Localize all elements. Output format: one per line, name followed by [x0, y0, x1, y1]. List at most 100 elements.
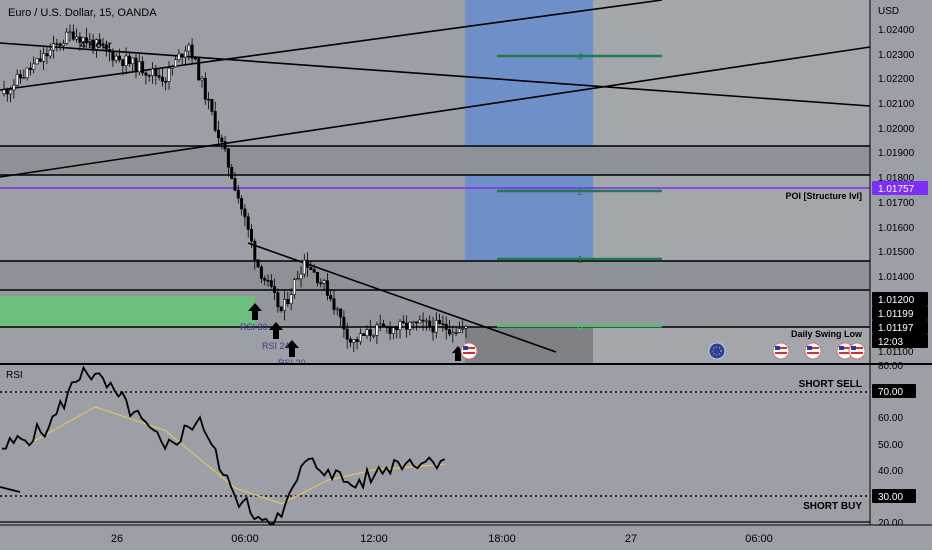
- candle[interactable]: [65, 28, 69, 46]
- candle[interactable]: [319, 278, 323, 288]
- candle[interactable]: [233, 171, 237, 192]
- time-axis[interactable]: [0, 525, 932, 550]
- candle[interactable]: [302, 253, 306, 278]
- candle[interactable]: [411, 321, 415, 330]
- candle[interactable]: [378, 314, 382, 332]
- candle[interactable]: [101, 38, 105, 51]
- candle[interactable]: [414, 321, 418, 331]
- candle[interactable]: [217, 121, 221, 147]
- candle[interactable]: [35, 58, 39, 65]
- candle[interactable]: [147, 74, 151, 82]
- candle[interactable]: [170, 64, 174, 76]
- candle[interactable]: [154, 64, 158, 85]
- candle[interactable]: [395, 325, 399, 339]
- candle[interactable]: [315, 272, 319, 287]
- candle[interactable]: [401, 315, 405, 324]
- candle[interactable]: [9, 86, 13, 103]
- candle[interactable]: [441, 315, 445, 332]
- candle[interactable]: [322, 278, 326, 290]
- candle[interactable]: [355, 336, 359, 350]
- rsi-line[interactable]: [1, 365, 446, 526]
- candle[interactable]: [190, 38, 194, 65]
- candle[interactable]: [203, 72, 207, 105]
- candle[interactable]: [309, 261, 313, 270]
- candle[interactable]: [250, 224, 254, 249]
- candle[interactable]: [444, 316, 448, 340]
- candle[interactable]: [118, 48, 122, 63]
- candle[interactable]: [177, 49, 181, 63]
- candle[interactable]: [279, 306, 283, 313]
- candle[interactable]: [38, 49, 42, 63]
- mid-zone[interactable]: [0, 261, 870, 290]
- candle[interactable]: [45, 45, 49, 64]
- candle[interactable]: [405, 315, 409, 338]
- candle[interactable]: [273, 278, 277, 301]
- candle[interactable]: [332, 290, 336, 315]
- candle[interactable]: [94, 38, 98, 58]
- us-flag-icon[interactable]: [836, 342, 854, 360]
- candle[interactable]: [174, 56, 178, 68]
- candle[interactable]: [385, 325, 389, 334]
- candle[interactable]: [160, 68, 164, 87]
- candle[interactable]: [28, 62, 32, 76]
- candle[interactable]: [78, 32, 82, 51]
- candle[interactable]: [58, 41, 62, 51]
- candle[interactable]: [210, 98, 214, 116]
- candle[interactable]: [15, 69, 19, 89]
- candle[interactable]: [180, 53, 184, 64]
- candle[interactable]: [184, 45, 188, 65]
- candle[interactable]: [200, 75, 204, 88]
- candle[interactable]: [348, 336, 352, 348]
- candle[interactable]: [124, 47, 128, 75]
- candle[interactable]: [398, 319, 402, 339]
- candle[interactable]: [25, 67, 29, 81]
- candle[interactable]: [121, 58, 125, 76]
- candle[interactable]: [263, 275, 267, 286]
- candle[interactable]: [12, 78, 16, 99]
- candle[interactable]: [391, 326, 395, 340]
- candle[interactable]: [365, 325, 369, 339]
- candle[interactable]: [48, 43, 52, 60]
- candle[interactable]: [51, 35, 55, 59]
- supply-zone[interactable]: [0, 146, 870, 175]
- candle[interactable]: [286, 291, 290, 307]
- candle[interactable]: [329, 290, 333, 302]
- candle[interactable]: [253, 238, 257, 270]
- candle[interactable]: [296, 270, 300, 281]
- candle[interactable]: [243, 204, 247, 227]
- candle[interactable]: [451, 325, 455, 343]
- candle[interactable]: [81, 37, 85, 44]
- candle[interactable]: [193, 56, 197, 61]
- candle[interactable]: [85, 27, 89, 48]
- candle[interactable]: [434, 312, 438, 339]
- candle[interactable]: [151, 62, 155, 84]
- candle[interactable]: [289, 287, 293, 311]
- candle[interactable]: [226, 148, 230, 177]
- candle[interactable]: [352, 339, 356, 353]
- candle[interactable]: [131, 57, 135, 72]
- candle[interactable]: [42, 47, 46, 70]
- candle[interactable]: [55, 38, 59, 52]
- candle[interactable]: [312, 263, 316, 273]
- candle[interactable]: [372, 334, 376, 339]
- trendline-ascending[interactable]: [0, 46, 871, 178]
- candle[interactable]: [428, 315, 432, 331]
- candle[interactable]: [75, 28, 79, 43]
- candle[interactable]: [141, 56, 145, 76]
- candle[interactable]: [457, 321, 461, 334]
- candle[interactable]: [111, 48, 115, 67]
- candle[interactable]: [223, 135, 227, 152]
- candle[interactable]: [104, 40, 108, 57]
- candle[interactable]: [246, 212, 250, 238]
- candle[interactable]: [134, 54, 138, 79]
- candle[interactable]: [381, 320, 385, 328]
- candle[interactable]: [464, 324, 468, 338]
- candle[interactable]: [358, 328, 362, 345]
- candle[interactable]: [431, 316, 435, 341]
- candle[interactable]: [418, 315, 422, 324]
- candle[interactable]: [375, 322, 379, 344]
- candle[interactable]: [256, 259, 260, 268]
- us-flag-icon[interactable]: [848, 342, 866, 360]
- candle[interactable]: [187, 42, 191, 61]
